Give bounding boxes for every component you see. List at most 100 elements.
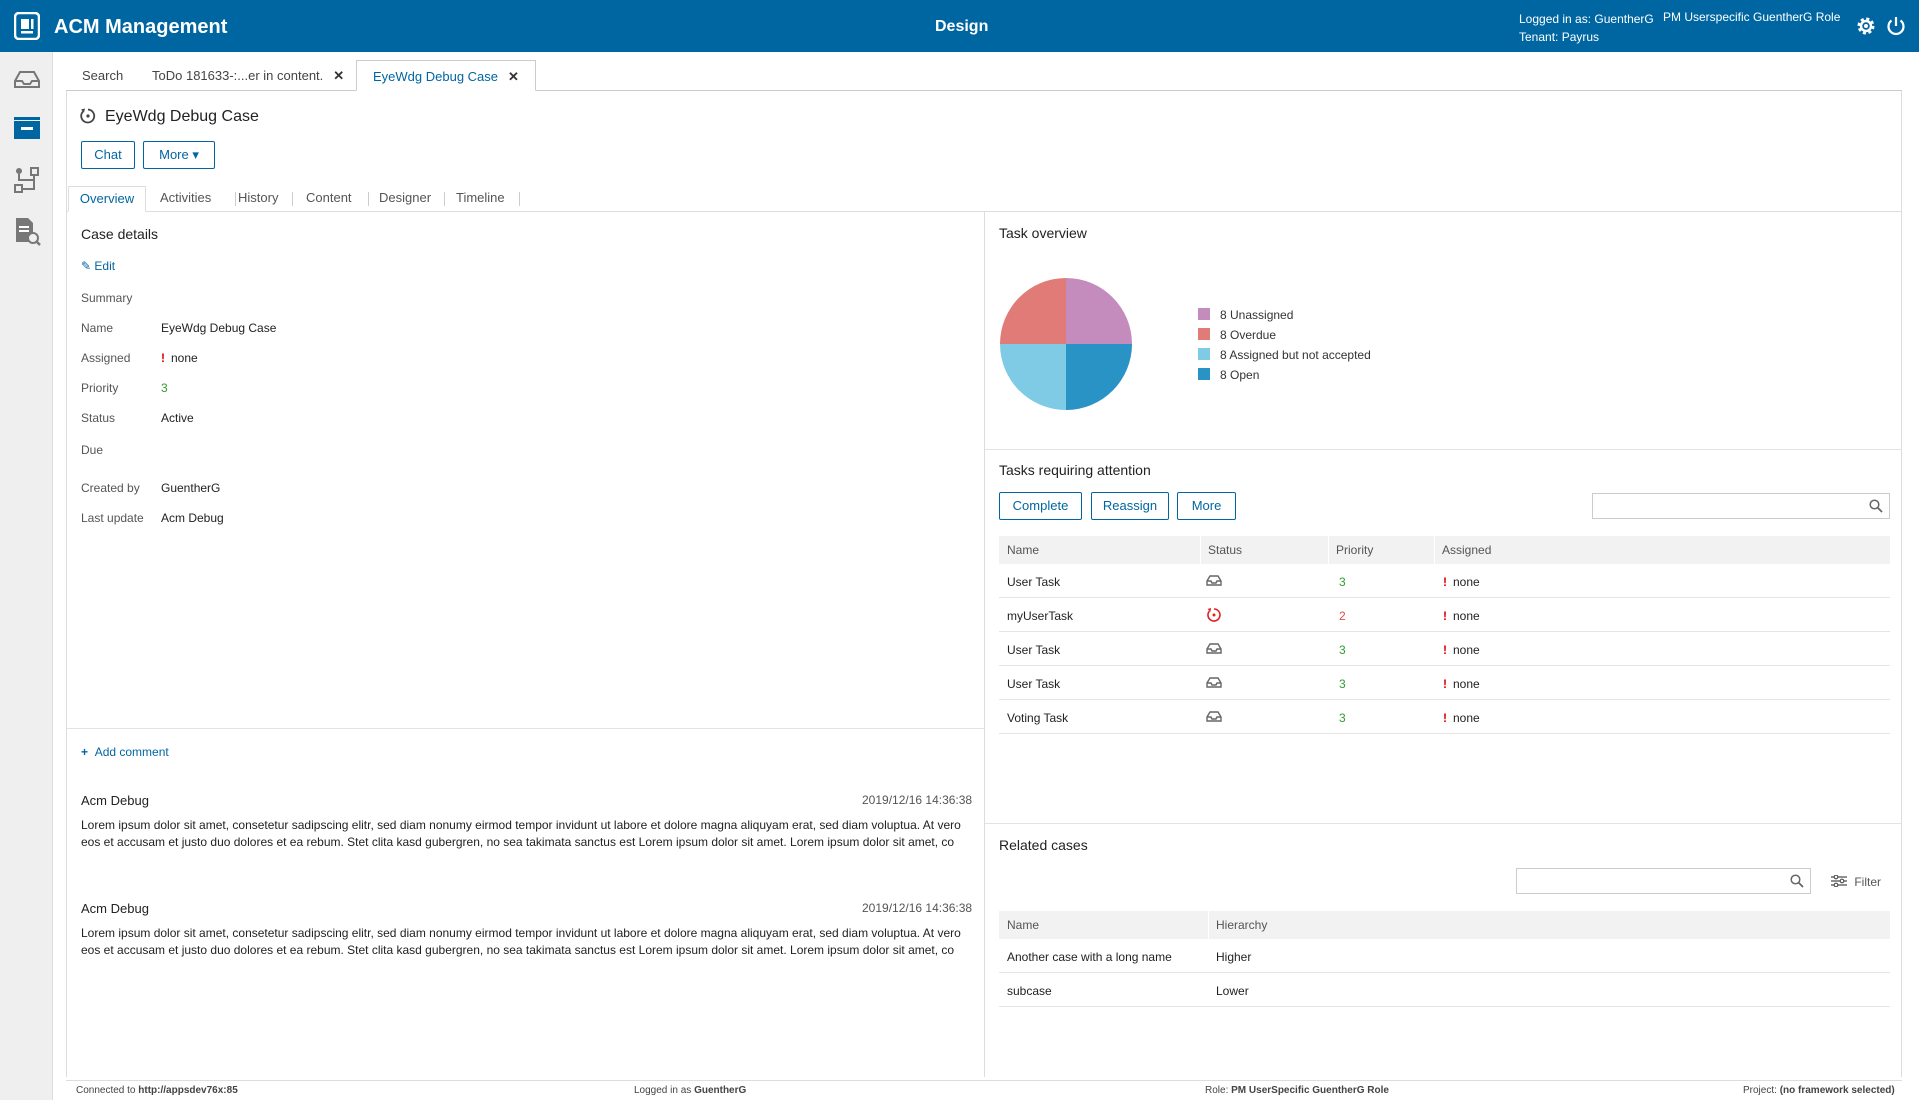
section-divider bbox=[985, 823, 1902, 824]
status-bar: Connected to http://appsdev76x:85 Logged… bbox=[66, 1080, 1902, 1100]
created-by-value: GuentherG bbox=[161, 481, 221, 495]
tab-overview[interactable]: Overview bbox=[68, 186, 146, 212]
app-logo-icon[interactable] bbox=[14, 12, 40, 40]
tasks-attention-heading: Tasks requiring attention bbox=[999, 462, 1151, 478]
warning-icon: ! bbox=[161, 351, 165, 365]
last-update-label: Last update bbox=[81, 511, 144, 525]
table-row[interactable]: Another case with a long name Higher bbox=[999, 939, 1890, 973]
status-label: Status bbox=[81, 411, 116, 425]
name-label: Name bbox=[81, 321, 114, 335]
app-header: ACM Management Design Logged in as: Guen… bbox=[0, 0, 1919, 52]
doc-tab-case[interactable]: EyeWdg Debug Case ✕ bbox=[356, 60, 536, 91]
table-row[interactable]: Voting Task 3! none bbox=[999, 700, 1890, 734]
tab-label: Content bbox=[306, 190, 352, 205]
tasks-more-button[interactable]: More bbox=[1177, 492, 1236, 520]
tab-timeline[interactable]: Timeline bbox=[456, 186, 505, 212]
doc-tab-todo[interactable]: ToDo 181633-:...er in content. ✕ bbox=[136, 60, 360, 91]
main-panel bbox=[66, 91, 1902, 1077]
document-search-icon[interactable] bbox=[12, 216, 42, 246]
tab-designer[interactable]: Designer bbox=[379, 186, 431, 212]
gear-icon[interactable] bbox=[1855, 15, 1877, 37]
task-name[interactable]: User Task bbox=[1007, 643, 1061, 657]
complete-button[interactable]: Complete bbox=[999, 492, 1082, 520]
pie-slice[interactable] bbox=[1066, 278, 1132, 344]
cases-icon[interactable] bbox=[12, 114, 42, 144]
table-row[interactable]: User Task 3! none bbox=[999, 666, 1890, 700]
col-separator bbox=[1434, 536, 1435, 564]
col-name[interactable]: Name bbox=[1007, 918, 1040, 932]
pie-slice[interactable] bbox=[1066, 344, 1132, 410]
task-assigned: ! none bbox=[1443, 643, 1480, 657]
more-button-label: More bbox=[159, 147, 189, 162]
pie-slice[interactable] bbox=[1000, 344, 1066, 410]
section-divider bbox=[985, 449, 1902, 450]
project-info: Project: (no framework selected) bbox=[1743, 1085, 1895, 1096]
caret-down-icon: ▾ bbox=[192, 147, 199, 162]
task-name[interactable]: User Task bbox=[1007, 677, 1061, 691]
legend-swatch bbox=[1198, 348, 1210, 360]
chat-button[interactable]: Chat bbox=[81, 141, 135, 169]
table-row[interactable]: myUserTask 2 ! none bbox=[999, 598, 1890, 632]
filter-button[interactable]: Filter bbox=[1831, 874, 1881, 889]
related-case-name[interactable]: Another case with a long name bbox=[1007, 950, 1172, 964]
col-assigned[interactable]: Assigned bbox=[1442, 543, 1492, 557]
case-details-heading: Case details bbox=[81, 226, 159, 242]
status-value: Active bbox=[161, 411, 194, 425]
comments-divider bbox=[67, 728, 984, 729]
doc-tab-label: ToDo 181633-:...er in content. bbox=[152, 68, 324, 83]
search-icon[interactable] bbox=[1790, 874, 1804, 888]
logged-value: GuentherG bbox=[694, 1085, 747, 1096]
task-pie-chart bbox=[1000, 278, 1132, 410]
legend-item[interactable]: 8 Assigned but not accepted bbox=[1198, 348, 1371, 362]
table-row[interactable]: subcase Lower bbox=[999, 973, 1890, 1007]
due-label: Due bbox=[81, 443, 104, 457]
task-assigned: ! none bbox=[1443, 575, 1480, 589]
task-assigned: ! none bbox=[1443, 609, 1480, 623]
priority-label: Priority bbox=[81, 381, 119, 395]
tab-separator bbox=[292, 192, 293, 206]
col-priority[interactable]: Priority bbox=[1336, 543, 1374, 557]
document-tabs: Search ToDo 181633-:...er in content. ✕ E… bbox=[66, 60, 1902, 91]
reassign-button[interactable]: Reassign bbox=[1091, 492, 1169, 520]
legend-item[interactable]: 8 Open bbox=[1198, 368, 1259, 382]
tab-content[interactable]: Content bbox=[306, 186, 352, 212]
related-case-hierarchy: Higher bbox=[1216, 950, 1252, 964]
close-icon[interactable]: ✕ bbox=[508, 69, 519, 84]
add-comment-link[interactable]: + Add comment bbox=[81, 745, 169, 759]
task-name[interactable]: Voting Task bbox=[1007, 711, 1069, 725]
task-priority: 2 bbox=[1339, 609, 1346, 623]
process-icon[interactable] bbox=[12, 165, 42, 195]
table-row[interactable]: User Task 3! none bbox=[999, 564, 1890, 598]
section-tabs: Overview Activities History Content Desi… bbox=[66, 186, 1902, 212]
more-button[interactable]: More ▾ bbox=[143, 141, 215, 169]
tab-history[interactable]: History bbox=[238, 186, 278, 212]
power-icon[interactable] bbox=[1885, 15, 1907, 37]
search-icon[interactable] bbox=[1869, 499, 1883, 513]
tab-activities[interactable]: Activities bbox=[160, 186, 211, 212]
role-text[interactable]: PM Userspecific GuentherG Role bbox=[1663, 10, 1841, 24]
related-search-input[interactable] bbox=[1516, 868, 1811, 894]
inbox-icon[interactable] bbox=[12, 64, 42, 94]
legend-item[interactable]: 8 Overdue bbox=[1198, 328, 1276, 342]
tab-separator bbox=[235, 192, 236, 206]
refresh-icon[interactable] bbox=[79, 107, 97, 125]
col-status[interactable]: Status bbox=[1208, 543, 1243, 557]
tasks-search-input[interactable] bbox=[1592, 493, 1890, 519]
tab-label: History bbox=[238, 190, 279, 205]
edit-link[interactable]: ✎ Edit bbox=[81, 259, 115, 273]
related-case-name[interactable]: subcase bbox=[1007, 984, 1052, 998]
task-overview-heading: Task overview bbox=[999, 225, 1087, 241]
pie-slice[interactable] bbox=[1000, 278, 1066, 344]
col-hierarchy[interactable]: Hierarchy bbox=[1216, 918, 1268, 932]
role-label: Role: bbox=[1205, 1085, 1229, 1096]
doc-tab-search[interactable]: Search bbox=[66, 60, 139, 91]
col-name[interactable]: Name bbox=[1007, 543, 1040, 557]
task-name[interactable]: myUserTask bbox=[1007, 609, 1074, 623]
task-name[interactable]: User Task bbox=[1007, 575, 1061, 589]
close-icon[interactable]: ✕ bbox=[333, 68, 345, 83]
table-row[interactable]: User Task 3! none bbox=[999, 632, 1890, 666]
legend-item[interactable]: 8 Unassigned bbox=[1198, 308, 1293, 322]
assigned-text: none bbox=[1453, 609, 1480, 623]
priority-value: 3 bbox=[161, 381, 168, 395]
tab-separator bbox=[444, 192, 445, 206]
